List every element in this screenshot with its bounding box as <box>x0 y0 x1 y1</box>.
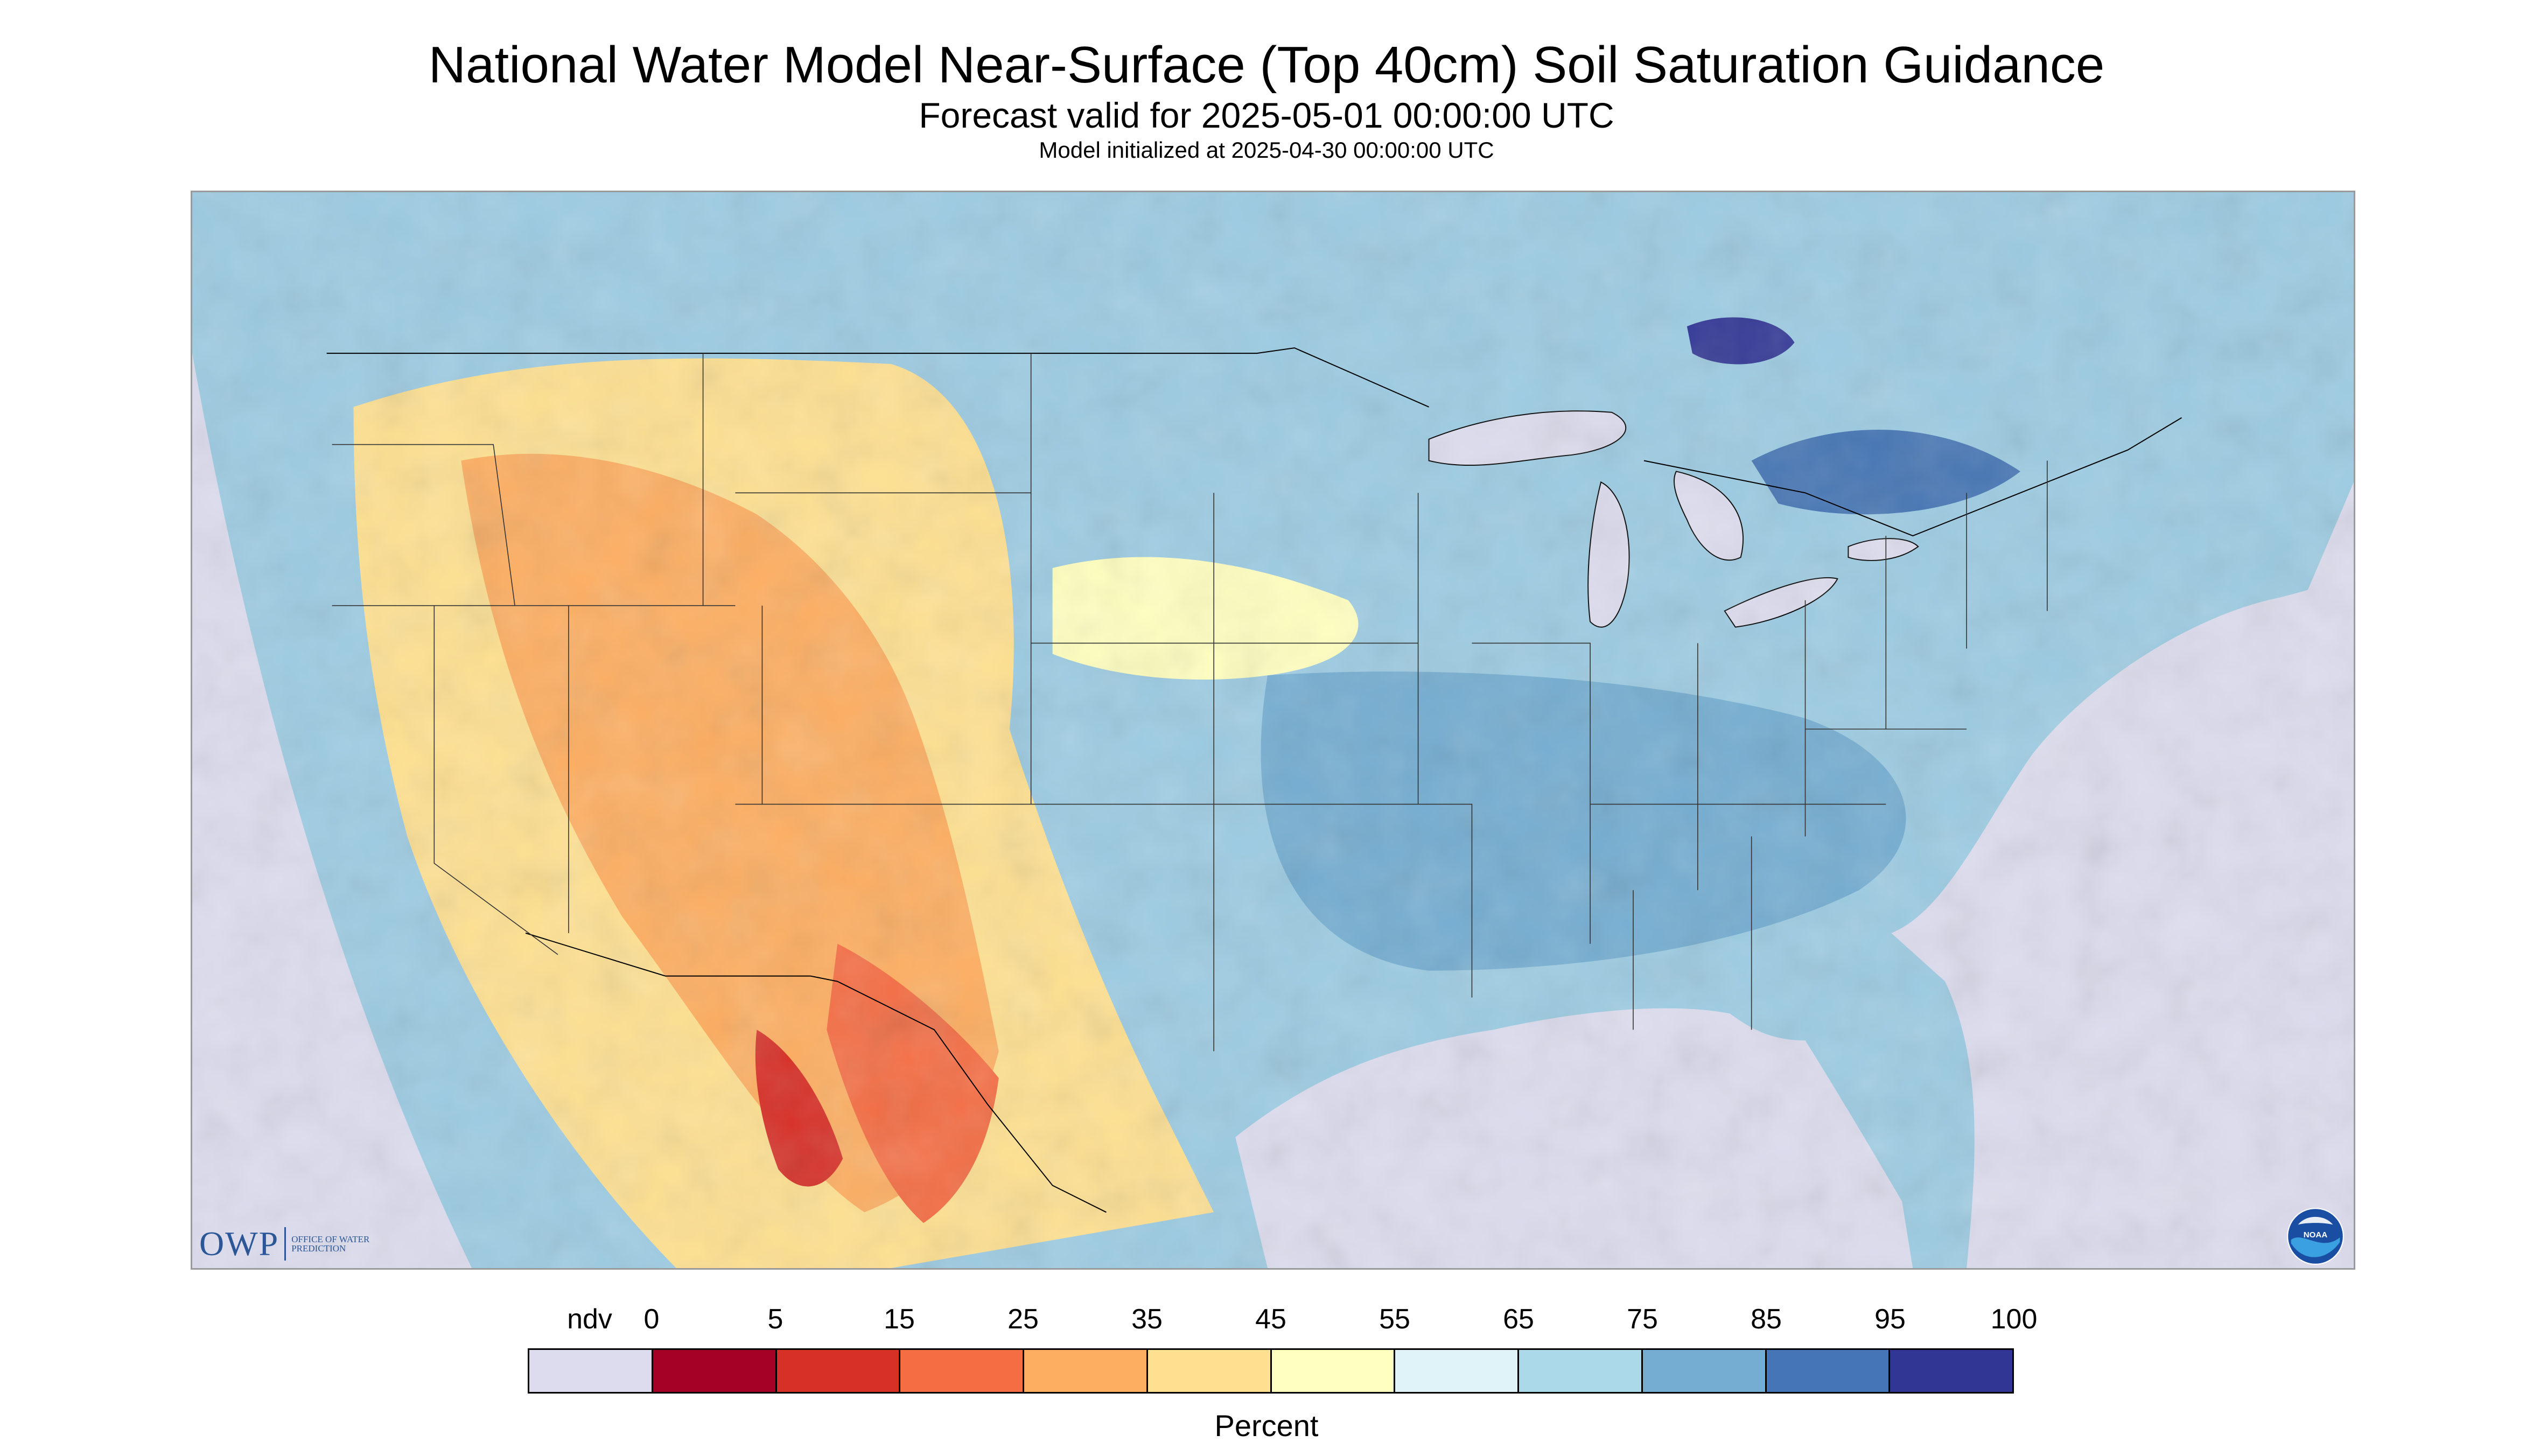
legend-swatch-8 <box>1519 1350 1643 1392</box>
legend-swatch-9 <box>1642 1350 1767 1392</box>
legend-tick-6: 45 <box>1255 1304 1286 1335</box>
map-texture <box>192 192 2354 1268</box>
legend-swatch-2 <box>776 1350 901 1392</box>
legend-tick-12: 100 <box>1990 1304 2038 1335</box>
legend-swatch-0 <box>529 1350 653 1392</box>
legend-tick-3: 15 <box>884 1304 915 1335</box>
owp-logo: OWP Office of Water Prediction <box>199 1222 372 1265</box>
legend-swatch-4 <box>1024 1350 1148 1392</box>
legend-swatch-6 <box>1271 1350 1396 1392</box>
color-legend <box>528 1348 2014 1394</box>
state-boundaries <box>332 353 2048 1052</box>
owp-logo-divider <box>284 1227 286 1261</box>
legend-tick-10: 85 <box>1751 1304 1782 1335</box>
legend-swatch-10 <box>1766 1350 1891 1392</box>
us-mexico-border <box>525 932 1107 1213</box>
owp-logo-subtitle: Office of Water Prediction <box>291 1234 370 1254</box>
legend-tick-8: 65 <box>1503 1304 1534 1335</box>
soil-saturation-map <box>191 191 2355 1270</box>
forecast-valid-subtitle: Forecast valid for 2025-05-01 00:00:00 U… <box>919 95 1614 135</box>
legend-tick-1: 0 <box>643 1304 660 1335</box>
legend-label: Percent <box>1214 1409 1319 1443</box>
noaa-logo: NOAA <box>2287 1208 2344 1265</box>
legend-tick-7: 55 <box>1379 1304 1410 1335</box>
legend-tick-2: 5 <box>767 1304 783 1335</box>
legend-tick-0: ndv <box>567 1304 612 1335</box>
legend-tick-5: 35 <box>1131 1304 1163 1335</box>
legend-swatch-1 <box>653 1350 777 1392</box>
map-title: National Water Model Near-Surface (Top 4… <box>428 36 2105 94</box>
map-canvas <box>192 192 2354 1268</box>
legend-swatch-3 <box>900 1350 1024 1392</box>
owp-logo-text: OWP <box>199 1224 279 1263</box>
noaa-logo-text: NOAA <box>2304 1230 2328 1240</box>
legend-swatch-5 <box>1147 1350 1272 1392</box>
legend-swatch-7 <box>1395 1350 1519 1392</box>
model-initialized-subtitle: Model initialized at 2025-04-30 00:00:00… <box>1039 137 1494 163</box>
legend-swatch-11 <box>1890 1350 2012 1392</box>
legend-tick-11: 95 <box>1874 1304 1906 1335</box>
legend-tick-9: 75 <box>1627 1304 1658 1335</box>
legend-tick-4: 25 <box>1007 1304 1039 1335</box>
